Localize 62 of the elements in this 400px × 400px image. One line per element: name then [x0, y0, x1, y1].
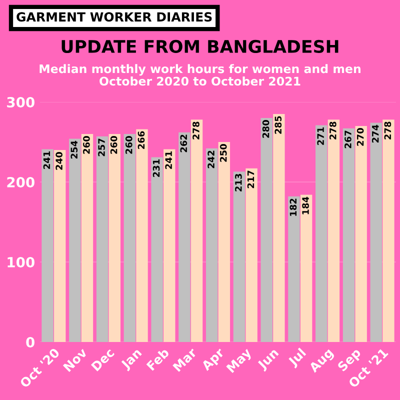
bar [382, 120, 394, 342]
bar [81, 134, 94, 342]
bar [96, 136, 108, 342]
chart-title: UPDATE FROM BANGLADESH [62, 40, 338, 54]
bar [316, 125, 328, 342]
data-label: 250 [220, 144, 227, 162]
bar [342, 128, 355, 342]
x-tick-label: Jul [287, 348, 308, 368]
data-label: 241 [43, 151, 50, 169]
bar [136, 129, 148, 342]
data-label: 280 [262, 120, 270, 138]
data-label: 278 [329, 122, 336, 140]
bar [300, 194, 312, 342]
x-tick-label: Feb [146, 347, 170, 371]
data-label: 274 [372, 124, 379, 143]
bar [288, 196, 300, 342]
bar [355, 126, 367, 342]
bar [218, 142, 230, 342]
bar [69, 138, 81, 342]
bar [273, 114, 285, 342]
data-label: 241 [165, 151, 172, 169]
y-tick-label: 200 [7, 176, 34, 188]
bar [370, 122, 382, 342]
bar [108, 134, 120, 342]
data-label: 270 [356, 128, 364, 146]
data-label: 266 [138, 131, 145, 149]
data-label: 278 [192, 122, 200, 140]
data-label: 231 [152, 159, 160, 177]
bar [164, 149, 176, 342]
bar [246, 168, 258, 342]
bar [260, 118, 272, 342]
y-tick-label: 0 [26, 336, 34, 348]
data-label: 271 [317, 127, 324, 145]
bar [178, 132, 190, 342]
data-label: 278 [384, 122, 392, 140]
bar [190, 120, 203, 342]
y-tick-label: 300 [7, 96, 34, 108]
bar [42, 149, 54, 342]
bar [206, 148, 218, 342]
data-label: 257 [98, 138, 105, 156]
data-label: 182 [290, 198, 297, 216]
data-label: 267 [344, 130, 352, 148]
bar [151, 157, 163, 342]
data-label: 260 [125, 136, 132, 154]
bar [54, 150, 66, 342]
data-label: 254 [70, 140, 78, 159]
x-tick-label: Oct '20 [19, 347, 60, 388]
data-label: 213 [235, 174, 242, 192]
y-tick-label: 100 [8, 256, 34, 268]
data-label: 240 [56, 152, 62, 170]
bar [124, 134, 136, 342]
chart-subtitle: Median monthly work hours for women and men October 2020 to October 2021 [40, 64, 360, 86]
data-label: 285 [274, 116, 282, 134]
text: GARMENT WORKER DIARIES [16, 12, 212, 22]
data-label: 260 [110, 136, 118, 154]
bar [328, 120, 340, 342]
data-label: 242 [208, 150, 214, 168]
bar [233, 172, 246, 342]
data-label: 217 [247, 170, 254, 188]
data-label: 262 [180, 134, 188, 152]
data-label: 184 [302, 196, 309, 214]
data-label: 260 [83, 136, 90, 154]
